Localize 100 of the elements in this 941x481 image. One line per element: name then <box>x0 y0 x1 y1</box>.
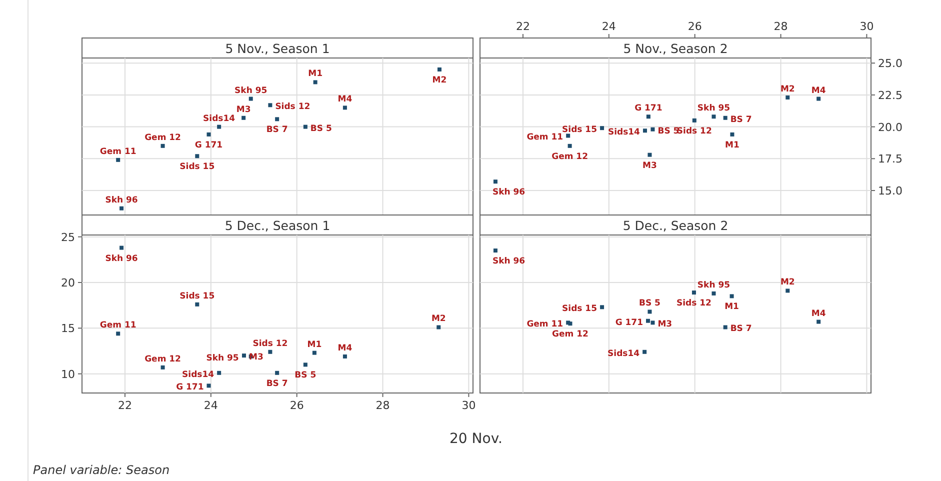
data-label: Skh 95 <box>206 353 239 364</box>
data-label: Sids 15 <box>180 291 215 302</box>
point <box>248 96 253 101</box>
point <box>642 350 647 354</box>
data-label: Gem 11 <box>100 146 136 157</box>
data-label: G 171 <box>615 318 644 328</box>
point <box>217 124 222 129</box>
point <box>312 350 316 355</box>
data-label: Sids14 <box>608 348 640 359</box>
x-axis-title: 20 Nov. <box>450 431 502 447</box>
data-label: Sids 12 <box>676 126 712 136</box>
point <box>600 126 604 130</box>
data-label: Sids14 <box>608 128 640 138</box>
y-tick-label: 20.0 <box>878 120 902 134</box>
data-label: Gem 12 <box>552 152 588 162</box>
y-tick-label: 22.5 <box>878 88 902 102</box>
point <box>342 354 347 358</box>
point <box>303 362 308 367</box>
data-label: G 171 <box>634 104 662 114</box>
x-tick-label: 24 <box>602 20 616 33</box>
data-label: Sids 15 <box>562 304 598 314</box>
data-label: M3 <box>642 160 657 171</box>
y-tick-label: 15.0 <box>878 184 902 198</box>
point <box>650 320 655 325</box>
x-tick-label: 28 <box>774 20 788 33</box>
point <box>116 158 120 162</box>
chart-title: 5 Nov., Season 1 <box>225 41 330 56</box>
point <box>692 118 696 122</box>
data-label: Skh 95 <box>697 280 730 290</box>
data-label: M4 <box>811 308 826 319</box>
y-tick-label: 17.5 <box>878 152 902 166</box>
x-tick-label: 22 <box>516 20 530 33</box>
point <box>242 116 246 120</box>
data-label: Sids14 <box>203 114 236 124</box>
point <box>160 144 165 148</box>
data-label: Gem 12 <box>144 354 182 364</box>
data-label: Gem 11 <box>100 320 136 331</box>
point <box>712 114 716 119</box>
data-label: M1 <box>308 69 323 80</box>
point <box>242 354 246 358</box>
data-label: Skh 96 <box>105 254 138 264</box>
data-label: BS 7 <box>730 114 752 125</box>
data-label: Gem 11 <box>526 132 564 143</box>
data-label: BS 5 <box>310 124 332 134</box>
point <box>730 132 734 136</box>
point <box>120 206 124 210</box>
y-tick-label: 15 <box>61 322 75 336</box>
point <box>786 288 790 293</box>
data-label: M1 <box>724 302 740 312</box>
data-label: BS 5 <box>658 126 680 136</box>
x-tick-label: 30 <box>860 20 874 33</box>
point <box>566 134 570 138</box>
point <box>712 291 716 296</box>
data-label: M3 <box>658 320 672 330</box>
data-label: M4 <box>338 94 352 105</box>
point <box>160 365 165 370</box>
x-tick-label: 22 <box>118 399 132 412</box>
x-tick-label: 26 <box>290 399 304 412</box>
point <box>723 325 728 330</box>
data-label: M1 <box>307 340 322 350</box>
y-tick-label: 25.0 <box>878 57 902 70</box>
data-label: Skh 96 <box>105 195 138 206</box>
point <box>342 106 347 110</box>
point <box>650 127 655 132</box>
data-label: Skh 96 <box>492 188 526 198</box>
data-label: Sids 15 <box>180 162 215 172</box>
point <box>493 180 498 184</box>
data-label: BS 7 <box>266 378 288 389</box>
point <box>600 305 604 310</box>
point <box>268 350 272 354</box>
point <box>436 325 441 330</box>
point <box>217 370 222 375</box>
y-tick-label: 25 <box>61 230 75 244</box>
data-label: M3 <box>248 352 264 363</box>
point <box>730 294 734 298</box>
y-tick-label: 20 <box>61 276 75 290</box>
x-tick-label: 26 <box>688 20 702 33</box>
data-label: G 171 <box>194 140 223 150</box>
data-label: M3 <box>236 104 251 115</box>
data-label: Sids 12 <box>275 102 310 112</box>
point <box>275 117 280 122</box>
data-label: M2 <box>432 75 447 86</box>
data-label: G 171 <box>176 382 204 393</box>
y-tick-label: 10 <box>61 368 75 381</box>
x-tick-label: 28 <box>376 399 390 412</box>
data-label: M2 <box>780 278 795 288</box>
point <box>648 152 652 157</box>
data-label: BS 5 <box>638 298 661 309</box>
data-label: Gem 12 <box>144 132 182 143</box>
data-label: Sids 12 <box>676 298 712 309</box>
data-label: BS 7 <box>730 324 752 334</box>
point <box>275 370 280 375</box>
point <box>493 248 498 253</box>
point <box>195 154 200 158</box>
data-label: M2 <box>431 314 446 324</box>
chart-title: 5 Nov., Season 2 <box>623 41 728 56</box>
data-label: Gem 12 <box>552 330 589 340</box>
point <box>646 114 650 119</box>
point <box>786 96 790 100</box>
point <box>120 246 124 250</box>
